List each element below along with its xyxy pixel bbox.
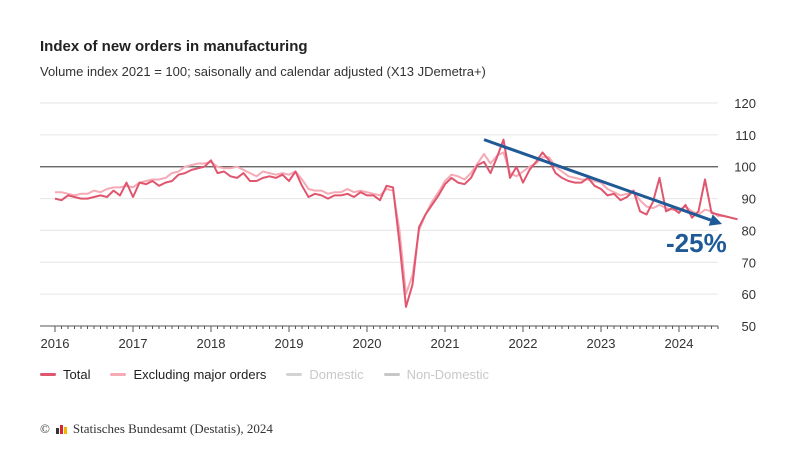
y-tick-label: 120 [734,96,756,111]
x-tick-label: 2021 [431,336,460,351]
legend-item-excluding-major-orders[interactable]: Excluding major orders [110,367,266,382]
legend-label: Non-Domestic [406,367,489,382]
percent-change-label: -25% [666,228,727,258]
legend-item-non-domestic[interactable]: Non-Domestic [383,367,489,382]
legend-swatch-excluding-major-orders [110,373,127,376]
trend-arrow-line [483,138,712,222]
series-line-total [54,138,738,308]
y-tick-label: 80 [742,223,756,238]
x-tick-label: 2020 [353,336,382,351]
legend-swatch-non-domestic [383,373,400,376]
y-tick-label: 50 [742,319,756,334]
chart-title: Index of new orders in manufacturing [40,38,308,55]
legend-label: Domestic [309,367,364,382]
destatis-logo-icon [55,424,67,434]
x-tick-label: 2016 [41,336,70,351]
y-tick-label: 60 [742,287,756,302]
chart-subtitle: Volume index 2021 = 100; saisonally and … [40,64,486,79]
legend-item-domestic[interactable]: Domestic [286,367,364,382]
y-tick-labels: 50 60 70 80 90 100 110 120 [734,96,756,334]
legend: Total Excluding major orders Domestic No… [40,367,489,382]
x-tick-label: 2018 [197,336,226,351]
trend-arrow-head-icon [708,214,722,226]
legend-swatch-total [40,373,56,376]
x-tick-label: 2019 [275,336,304,351]
source-text: Statisches Bundesamt (Destatis), 2024 [72,421,273,436]
y-tick-label: 100 [734,160,756,175]
copyright-symbol: © [40,421,50,436]
legend-label: Total [63,367,91,382]
x-tick-label: 2023 [587,336,616,351]
legend-swatch-domestic [286,373,303,376]
x-tick-label: 2017 [119,336,148,351]
series-lines [54,138,738,308]
legend-item-total[interactable]: Total [40,367,90,382]
x-tick-label: 2022 [509,336,538,351]
grid-lines [40,102,718,327]
x-axis: 2016 2017 2018 2019 2020 2021 2022 2023 2024 [41,326,719,351]
trend-annotation [483,138,722,226]
y-tick-label: 70 [742,255,756,270]
y-tick-label: 90 [742,192,756,207]
source-footer: © Statisches Bundesamt (Destatis), 2024 [40,421,273,437]
x-tick-label: 2024 [665,336,694,351]
y-tick-label: 110 [735,128,756,143]
legend-label: Excluding major orders [133,367,267,382]
